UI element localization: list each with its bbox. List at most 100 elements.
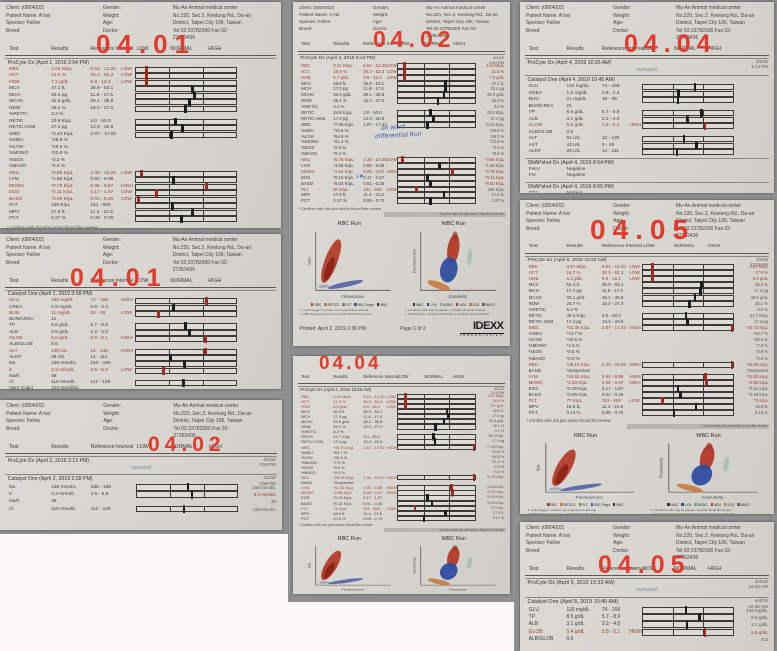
legend-label: LYM xyxy=(684,502,692,507)
cell-ref: 15.0 - 27.0 xyxy=(90,105,114,111)
table-row: NEU *25.95 K/µL 2.30 - 10.29 HIGH *0.76 K/µL xyxy=(298,474,505,482)
table-row: %BASO *0.5 % xyxy=(5,164,276,171)
bar-divider xyxy=(202,210,204,215)
section-title: ProCyte Dx (April 4, 2019 10:26 AM) xyxy=(527,59,612,66)
plot-note: 2. Monocytosis: consider inflammation, c… xyxy=(650,511,736,514)
cell-prev: 47.1 fL xyxy=(491,80,505,86)
table-row: %LYM *48.2 % xyxy=(5,145,276,152)
cell-ref: 150 - 165 xyxy=(90,485,111,491)
lh-line: Mu-An Animal medical center xyxy=(676,525,742,531)
cell-ref: 6.54 - 12.20 xyxy=(601,264,626,270)
bar-divider xyxy=(673,150,675,155)
col-results: Results xyxy=(333,374,348,379)
cell-prev: *7.06 K/µL xyxy=(486,444,505,449)
bar-divider xyxy=(703,399,705,404)
bar-divider xyxy=(170,485,172,490)
lh-line: No.220, Sec.2, Keelung Rd., Da-an xyxy=(173,410,252,417)
range-bar xyxy=(397,156,476,164)
range-bar xyxy=(642,391,735,400)
range-bar xyxy=(135,104,238,113)
cell-ref: 0.92 - 6.88 xyxy=(363,485,383,491)
date-stamp: 04.05 xyxy=(598,551,691,579)
table-rows: Na 158 mmol/L 150 - 165 158 mmol/L K 4.3 mmol… xyxy=(5,483,277,514)
legend-label: NEU xyxy=(714,502,721,507)
lh-line: Weight: xyxy=(613,210,630,217)
cell-test: %LYM xyxy=(9,144,23,150)
cell-prev: 71 K/µL xyxy=(753,398,769,404)
legend-item: WBC xyxy=(612,503,624,507)
range-marker xyxy=(688,299,691,308)
cell-test: %BASO xyxy=(301,151,318,157)
cell-result: 0.5 xyxy=(566,129,574,135)
cell-test: HCT xyxy=(528,270,538,276)
table-row: FIV Negative xyxy=(525,173,769,180)
table-row: LYM *10.52 K/µL 0.92 - 6.88 HIGH *11.52 K/µL xyxy=(525,372,769,381)
cell-ref: 9.8 - 16.2 xyxy=(363,403,381,409)
table-rows: RBC 3.44 M/µL 6.54 - 12.20 LOW 3.21 M/µL HCT 1… xyxy=(298,392,505,523)
cell-test: MCHC xyxy=(528,294,543,300)
table-row: WBC *3.43 K/µL 2.87 - 17.02 xyxy=(5,130,276,139)
cell-prev: 17.4 pg xyxy=(754,288,769,294)
bar-divider xyxy=(673,399,675,404)
lh-line: Tel 02-23782300 Fax 02- xyxy=(173,425,229,432)
cell-flag: LOW xyxy=(120,66,132,72)
range-marker xyxy=(730,360,734,369)
cell-prev: *63.7 % xyxy=(753,331,769,337)
cell-test: EOS xyxy=(301,495,310,501)
cell-test: ALKP xyxy=(528,149,541,154)
cell-ref: 2.87 - 17.02 xyxy=(363,444,385,450)
cell-prev: 7.2 g/dL xyxy=(489,74,505,80)
range-marker xyxy=(184,322,187,331)
bar-divider xyxy=(703,98,705,103)
range-bar xyxy=(135,335,238,344)
table-row: RDW 25.4 % 15.0 - 27.0 xyxy=(5,104,276,113)
eos-smear xyxy=(427,578,450,586)
table-rows: TT4 Normal xyxy=(525,191,769,194)
bar-divider xyxy=(169,330,171,335)
table-colhead: Test Results Reference Interval LOW NORMAL HI… xyxy=(5,46,276,56)
cell-result: *22.8 % xyxy=(51,151,68,156)
bar-divider xyxy=(703,289,705,294)
cell-test: HGB xyxy=(528,276,539,282)
cell-ref: 0.17 - 1.57 xyxy=(90,190,114,195)
range-marker xyxy=(445,407,449,416)
range-marker xyxy=(415,185,418,194)
cell-result: *0.0 % xyxy=(566,355,580,361)
photo: Client: (0804002) Patient Name: A hai Spec… xyxy=(514,518,777,651)
cell-test: %NEU xyxy=(9,138,24,143)
letterhead: Client: (0804002) Patient Name: A hai Spec… xyxy=(293,2,510,39)
section-title-row: ProCyte Dx (April 5, 2019 10:33 AM) 4/4/1… xyxy=(525,577,769,589)
table-row: GLOB 5.5 g/dL 2.8 - 5.1 HIGH xyxy=(525,122,769,131)
footnote-strip: * Confirm with dot plot and/or blood fil… xyxy=(384,212,506,217)
bar-divider xyxy=(673,137,675,142)
cell-result: 3.1 g/dL xyxy=(566,621,585,628)
cell-result: *7.06 K/µL xyxy=(333,121,354,127)
table-row: MCH 17.4 pg 11.8 - 17.5 17.4 pg xyxy=(525,287,769,296)
plot-legend: RBC RETICS PLT RBC Frags WBC xyxy=(528,503,644,507)
cell-result: 158 mmol/L xyxy=(51,485,77,491)
cell-ref: 11.4 - 21.6 xyxy=(363,510,383,516)
section-title: Catalyst One (April 4, 2019 10:45 AM) xyxy=(527,77,615,83)
cell-ref: 3.0 - 50.0 xyxy=(601,312,621,318)
cell-result: *0.76 K/µL xyxy=(333,157,354,163)
footnote: * Confirm with dot plot and/or blood fil… xyxy=(298,206,381,212)
cell-ref: 12 - 130 xyxy=(601,136,620,141)
bar-divider xyxy=(703,91,705,96)
bar-divider xyxy=(703,386,705,391)
legend-label: WBC xyxy=(380,302,388,307)
cell-result: *28.3 % xyxy=(333,454,348,460)
cell-result: *0.00 K/µL xyxy=(51,196,74,202)
cell-result: 52.4 fL xyxy=(566,282,581,288)
section-title: Catalyst One (April 5, 2019 10:40 AM) xyxy=(527,598,619,605)
cell-result: *63.7 % xyxy=(333,449,348,455)
lh-line: Mu-An Animal medical center xyxy=(172,5,238,11)
table-row: GLOB 5.4 g/dL 2.8 - 5.1 HIGH 5.5 g/dL xyxy=(525,627,769,637)
bar-divider xyxy=(449,169,451,174)
cell-result: 17.4 pg xyxy=(333,439,347,445)
col-ref: Reference Interval xyxy=(90,45,133,52)
table-row: TP 6.5 g/dL 5.7 - 8.9 xyxy=(5,322,276,331)
cell-test: FeLV xyxy=(528,166,540,172)
cell-result: *10.8 % xyxy=(333,127,349,133)
range-marker xyxy=(472,443,476,451)
